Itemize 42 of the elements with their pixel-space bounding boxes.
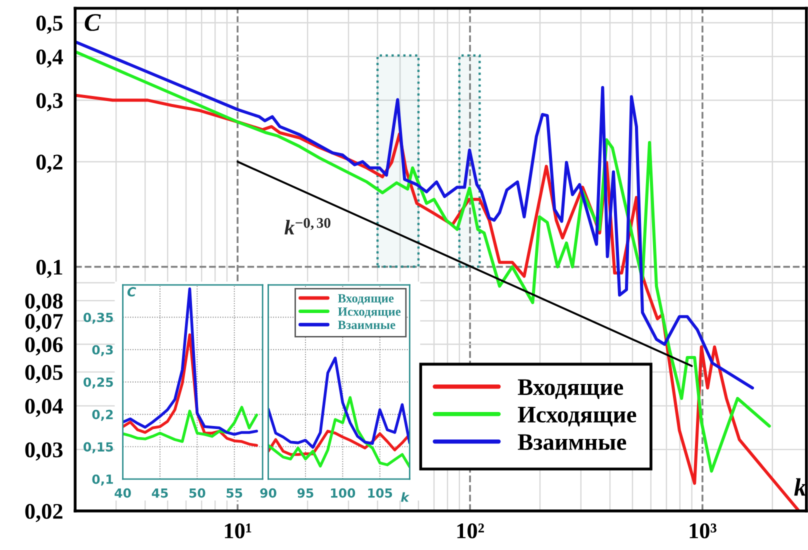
y-tick-label: 0,03 xyxy=(25,442,63,461)
x-tick-label: 105 xyxy=(368,488,392,498)
annotation: k$^{−0,30}$ xyxy=(284,218,330,234)
x-axis-title: k xyxy=(794,478,806,496)
x-tick-label: 45 xyxy=(152,488,168,498)
y-tick-label: 0,2 xyxy=(36,154,62,173)
y-tick-label: 0,07 xyxy=(25,314,63,332)
x-tick-label: 90 xyxy=(260,488,276,498)
legend-label: Взаимные xyxy=(338,320,396,330)
y-tick-label: 0,2 xyxy=(92,410,113,421)
x-tick-label: 10² xyxy=(457,523,484,538)
y-tick-label: 0,15 xyxy=(84,442,113,454)
x-tick-label: 95 xyxy=(297,488,314,498)
legend-label: Исходящие xyxy=(518,406,636,426)
y-tick-label: 0,3 xyxy=(36,93,63,112)
y-tick-label: 0,5 xyxy=(36,16,63,34)
legend-label: Входящие xyxy=(338,294,394,305)
x-tick-label: 100 xyxy=(331,488,356,498)
y-tick-label: 0,4 xyxy=(36,49,63,68)
x-tick-label: 10¹ xyxy=(224,523,252,538)
x-tick-label: 10³ xyxy=(690,523,716,538)
legend-label: Входящие xyxy=(518,379,624,399)
line-series xyxy=(122,406,258,443)
y-tick-label: 0,25 xyxy=(84,377,113,388)
y-axis-title: C xyxy=(127,287,136,297)
y-tick-label: 0,1 xyxy=(36,260,62,278)
y-tick-label: 0,06 xyxy=(25,337,63,356)
x-tick-label: 55 xyxy=(226,488,242,498)
legend-label: Взаимные xyxy=(518,434,626,450)
y-tick-label: 0,02 xyxy=(25,504,62,522)
line-series xyxy=(122,287,258,436)
y-tick-label: 0,04 xyxy=(25,398,63,417)
y-axis-title: C xyxy=(84,14,101,31)
x-tick-label: 40 xyxy=(114,488,131,498)
legend-label: Исходящие xyxy=(338,308,401,318)
y-tick-label: 0,3 xyxy=(92,345,113,356)
y-tick-label: 0,35 xyxy=(84,312,113,324)
x-axis-title: k xyxy=(401,492,410,502)
y-tick-label: 0,08 xyxy=(25,294,63,312)
y-tick-label: 0,05 xyxy=(25,364,63,384)
y-tick-label: 0,1 xyxy=(92,474,113,486)
x-tick-label: 50 xyxy=(189,488,206,498)
